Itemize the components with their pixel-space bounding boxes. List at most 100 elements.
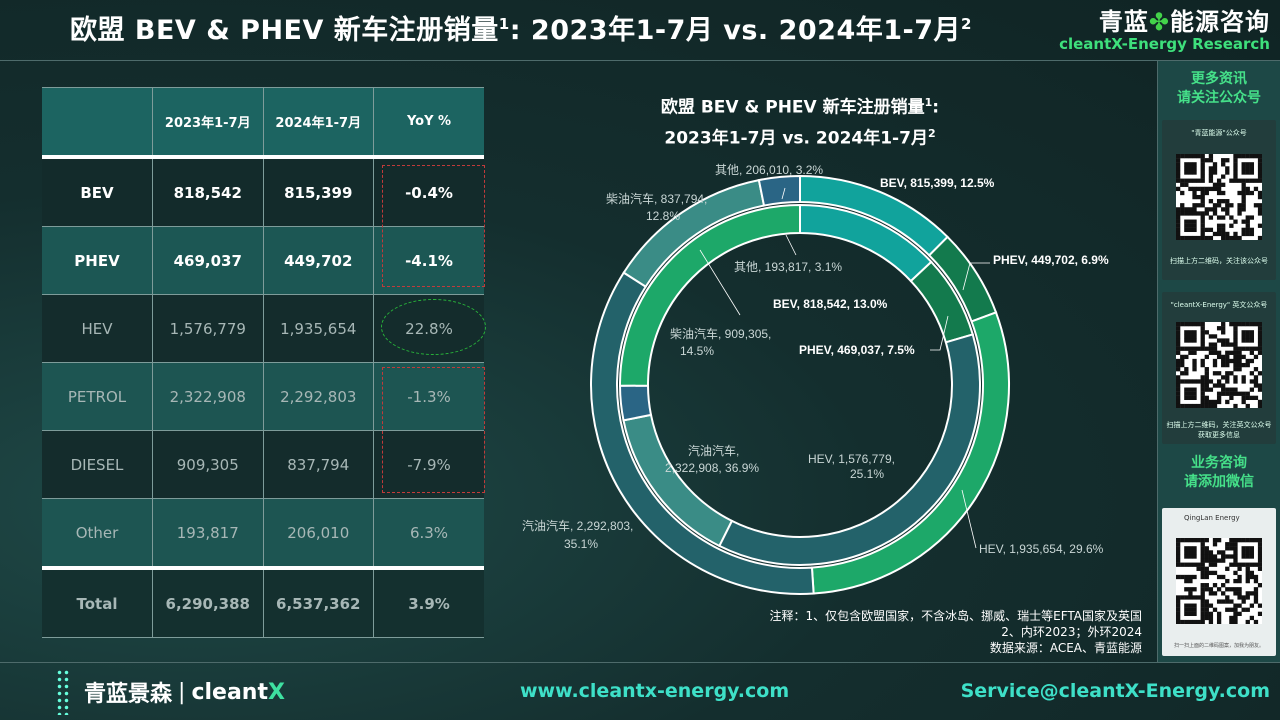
label-outer-phev: PHEV, 449,702, 6.9%: [993, 253, 1109, 267]
table-cell: 1,935,654: [262, 294, 374, 363]
qr-caption: "cleantX-Energy" 英文公众号: [1170, 301, 1268, 309]
email-link[interactable]: Service@cleantX-Energy.com: [960, 680, 1270, 702]
brand-name-left: 青蓝: [1098, 8, 1149, 36]
label-inner-hev: HEV, 1,576,779,: [808, 452, 895, 466]
footer-logo: 青蓝景森 | cleant X: [56, 664, 285, 720]
table-cell: 909,305: [152, 430, 264, 499]
donut-chart: BEV, 815,399, 12.5% PHEV, 449,702, 6.9% …: [522, 163, 1109, 595]
label-outer-other: 其他, 206,010, 3.2%: [715, 163, 823, 177]
footer-logo-separator: |: [178, 679, 186, 705]
label-outer-bev: BEV, 815,399, 12.5%: [880, 176, 995, 190]
sidebar-divider: [1157, 61, 1158, 662]
decline-highlight-box: [382, 165, 485, 287]
qr-instruction: 扫一扫上面的二维码图案，加我为朋友。: [1173, 643, 1264, 649]
brand-logo: 青蓝✤能源咨询 cleantX-Energy Research: [1059, 2, 1270, 53]
qr-instruction: 获取更多信息: [1198, 431, 1240, 439]
table-cell: 2,322,908: [152, 362, 264, 431]
qr-code-icon: [1176, 538, 1263, 625]
leader-lines: [699, 187, 990, 549]
table-cell: PETROL: [42, 362, 153, 431]
qr-card-wechat: "青蓝能源"公众号 扫描上方二维码，关注该公众号: [1162, 120, 1276, 280]
chart-labels: BEV, 815,399, 12.5% PHEV, 449,702, 6.9% …: [522, 163, 1109, 556]
table-header: 2023年1-7月: [152, 87, 264, 159]
leader-line: [961, 489, 977, 549]
label-inner-other: 其他, 193,817, 3.1%: [734, 260, 842, 274]
table-cell: 469,037: [152, 226, 264, 295]
label-outer-diesel-pct: 12.8%: [646, 209, 680, 223]
label-inner-petrol: 汽油汽车,: [688, 443, 739, 458]
label-outer-petrol-pct: 35.1%: [564, 537, 598, 551]
label-inner-diesel-pct: 14.5%: [680, 344, 714, 358]
table-cell: -1.3%: [373, 362, 484, 431]
label-inner-bev: BEV, 818,542, 13.0%: [773, 297, 888, 311]
table-cell: PHEV: [42, 226, 153, 295]
table-cell: -0.4%: [373, 156, 484, 227]
qr-caption: "青蓝能源"公众号: [1191, 129, 1247, 137]
table-row-total: Total 6,290,388 6,537,362 3.9%: [42, 566, 484, 638]
label-outer-hev: HEV, 1,935,654, 29.6%: [979, 542, 1104, 556]
table-cell: 206,010: [262, 498, 374, 569]
qr-card-english: "cleantX-Energy" 英文公众号 扫描上方二维码，关注英文公众号 获…: [1162, 292, 1276, 444]
qr-instruction: 扫描上方二维码，关注英文公众号: [1166, 421, 1272, 429]
label-inner-diesel: 柴油汽车, 909,305,: [670, 326, 771, 341]
dots-icon: [56, 669, 70, 715]
table-cell: 6.3%: [373, 498, 484, 569]
label-inner-petrol-value: 2,322,908, 36.9%: [665, 461, 759, 475]
brand-english-name: cleantX-Energy Research: [1059, 35, 1270, 53]
footer-divider: [0, 662, 1280, 663]
leader-line: [781, 187, 786, 200]
table-cell: -7.9%: [373, 430, 484, 499]
table-cell: 193,817: [152, 498, 264, 569]
data-source: 数据来源：ACEA、青蓝能源: [989, 641, 1142, 655]
sidebar-heading-follow: 更多资讯 请关注公众号: [1177, 71, 1261, 106]
contact-name: QingLan Energy: [1184, 514, 1240, 522]
page-title: 欧盟 BEV & PHEV 新车注册销量1: 2023年1-7月 vs. 202…: [70, 15, 972, 46]
header-divider: [0, 60, 1280, 61]
footer-logo-x: X: [267, 679, 285, 705]
inner-ring-slice-HEV: [619, 203, 801, 387]
qr-instruction: 扫描上方二维码，关注该公众号: [1170, 257, 1268, 265]
table-cell: 2,292,803: [262, 362, 374, 431]
table-cell: 3.9%: [373, 566, 484, 638]
table-row: PETROL 2,322,908 2,292,803 -1.3%: [42, 362, 484, 431]
note-line: 2、内环2023；外环2024: [1001, 625, 1142, 639]
table-header: YoY %: [373, 87, 484, 159]
table-cell: 818,542: [152, 156, 264, 227]
chart-rings: [590, 174, 1010, 595]
table-row: Other 193,817 206,010 6.3%: [42, 498, 484, 569]
table-cell: 449,702: [262, 226, 374, 295]
label-inner-hev-pct: 25.1%: [850, 467, 884, 481]
qr-code-icon: [1176, 154, 1263, 241]
table-header: [42, 87, 153, 159]
qr-card-wechat-contact: QingLan Energy 扫一扫上面的二维码图案，加我为朋友。: [1162, 508, 1276, 656]
qr-code-icon: [1176, 322, 1263, 409]
decline-highlight-box: [382, 367, 485, 493]
table-cell: HEV: [42, 294, 153, 363]
leader-line: [699, 249, 741, 316]
table-cell: 815,399: [262, 156, 374, 227]
inner-ring-slice-其他: [618, 384, 653, 422]
table-cell: 6,290,388: [152, 566, 264, 638]
chart-notes: 注释：1、仅包含欧盟国家，不含冰岛、挪威、瑞士等EFTA国家及英国 2、内环20…: [769, 608, 1142, 656]
sales-table: 2023年1-7月 2024年1-7月 YoY % BEV 818,542 81…: [42, 87, 484, 638]
table-header-row: 2023年1-7月 2024年1-7月 YoY %: [42, 87, 484, 159]
table-row: PHEV 469,037 449,702 -4.1%: [42, 226, 484, 295]
footer-logo-en: cleant: [191, 679, 268, 705]
brand-name-right: 能源咨询: [1170, 8, 1270, 36]
table-cell: Other: [42, 498, 153, 569]
label-inner-phev: PHEV, 469,037, 7.5%: [799, 343, 915, 357]
leader-line: [785, 234, 797, 256]
chart-title: 欧盟 BEV & PHEV 新车注册销量1: 2023年1-7月 vs. 202…: [660, 96, 940, 149]
clover-icon: ✤: [1148, 8, 1170, 36]
table-cell: Total: [42, 566, 153, 638]
table-cell: DIESEL: [42, 430, 153, 499]
table-cell: BEV: [42, 156, 153, 227]
table-cell: 837,794: [262, 430, 374, 499]
table-header: 2024年1-7月: [262, 87, 374, 159]
table-row: DIESEL 909,305 837,794 -7.9%: [42, 430, 484, 499]
leader-line: [962, 262, 990, 291]
website-link[interactable]: www.cleantx-energy.com: [520, 680, 790, 702]
table-cell: -4.1%: [373, 226, 484, 295]
growth-highlight-ellipse: [381, 299, 486, 355]
table-cell: 6,537,362: [262, 566, 374, 638]
